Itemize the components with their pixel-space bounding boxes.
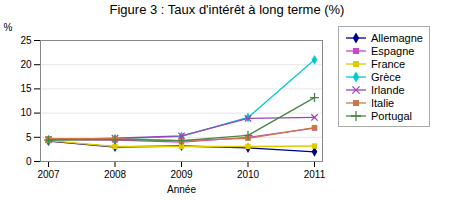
- html-text:Irlande: Irlande: [371, 83, 405, 96]
- html-text:Allemagne: Allemagne: [371, 31, 423, 44]
- svg-text:2010: 2010: [237, 169, 260, 180]
- svg-text:25: 25: [20, 35, 32, 46]
- svg-text:0: 0: [26, 156, 32, 167]
- svg-text:2011: 2011: [304, 169, 326, 180]
- html-text:Figure 3 : Taux d'intérêt à lo: Figure 3 : Taux d'intérêt à long terme (…: [109, 2, 345, 17]
- svg-text:20: 20: [20, 59, 32, 70]
- svg-text:%: %: [4, 22, 13, 33]
- svg-text:2008: 2008: [104, 169, 127, 180]
- svg-text:10: 10: [20, 107, 32, 118]
- html-text:Espagne: Espagne: [371, 44, 415, 57]
- html-text:France: France: [371, 57, 406, 70]
- svg-text:2009: 2009: [170, 169, 193, 180]
- html-text:Grèce: Grèce: [371, 70, 401, 83]
- html-text:Italie: Italie: [371, 96, 395, 109]
- svg-text:15: 15: [20, 83, 32, 94]
- svg-text:2007: 2007: [37, 169, 60, 180]
- svg-text:5: 5: [26, 132, 32, 143]
- html-text:Portugal: Portugal: [371, 109, 412, 122]
- svg-text:Année: Année: [167, 184, 196, 195]
